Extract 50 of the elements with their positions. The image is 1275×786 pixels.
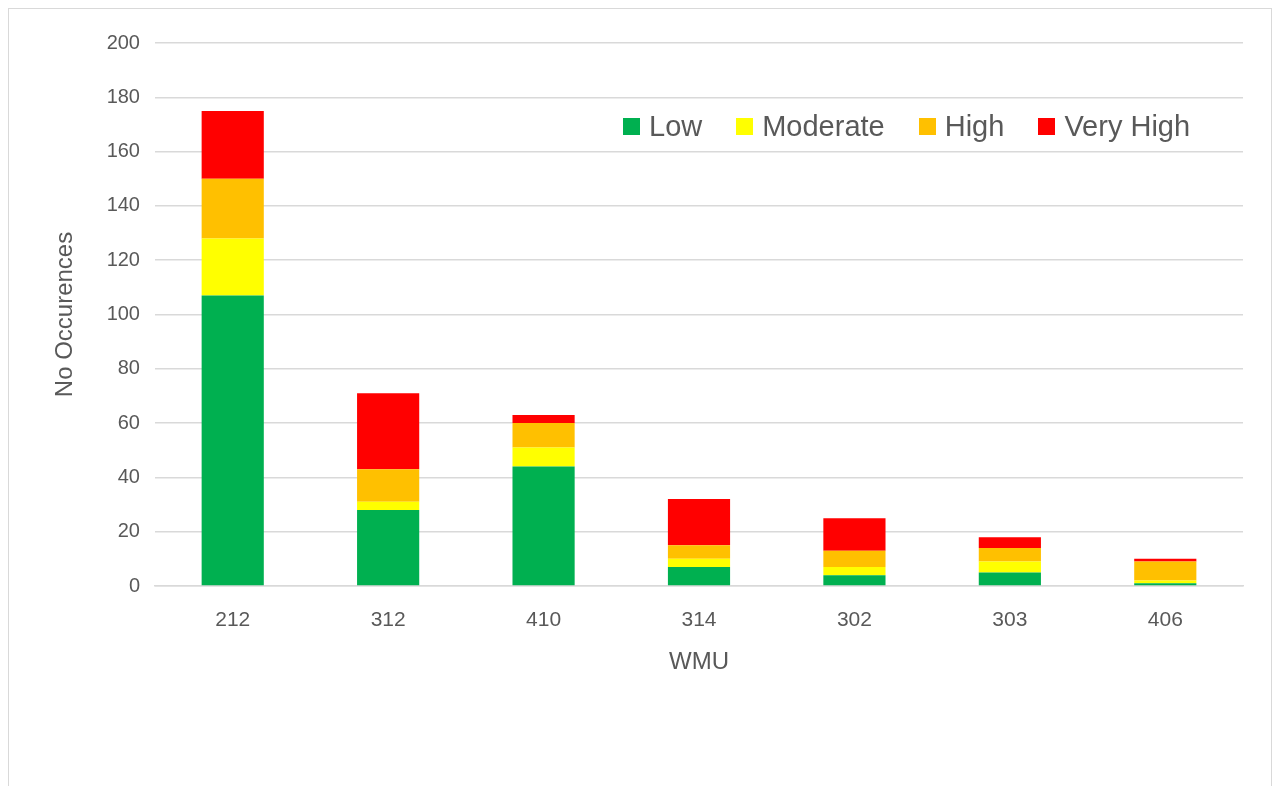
x-tick-label: 302 — [836, 607, 872, 631]
y-tick-label: 160 — [106, 139, 140, 162]
bar — [1134, 561, 1197, 581]
bar — [667, 558, 731, 567]
y-tick-label: 140 — [106, 193, 140, 216]
y-tick-label: 80 — [117, 356, 140, 379]
bar — [823, 575, 886, 586]
bar — [512, 447, 575, 467]
bar — [978, 537, 1041, 548]
y-tick-label: 40 — [117, 464, 140, 487]
bar — [823, 567, 886, 576]
bar — [357, 501, 420, 510]
y-tick-label: 120 — [106, 247, 140, 270]
bar — [512, 423, 575, 448]
x-tick-label: 314 — [681, 607, 717, 631]
bar — [823, 550, 886, 567]
bar — [1134, 558, 1197, 562]
bar — [978, 572, 1041, 586]
y-tick-label: 200 — [106, 30, 140, 53]
x-tick-label: 212 — [215, 607, 251, 631]
legend-label: High — [944, 110, 1005, 143]
bar — [201, 238, 264, 296]
y-axis-title: No Occurences — [50, 231, 78, 398]
bar — [201, 295, 264, 586]
bar — [357, 509, 420, 586]
bar — [512, 466, 575, 586]
bar — [667, 545, 731, 559]
bar — [357, 469, 420, 502]
bar — [357, 393, 420, 470]
y-tick-label: 60 — [117, 410, 140, 433]
y-tick-label: 100 — [106, 302, 140, 325]
bar — [823, 518, 886, 551]
x-axis-title: WMU — [669, 647, 729, 675]
legend-label: Low — [649, 110, 703, 143]
bar — [978, 561, 1041, 573]
x-tick-label: 312 — [370, 607, 406, 631]
y-tick-label: 0 — [128, 573, 140, 596]
x-tick-label: 410 — [526, 607, 562, 631]
bar — [667, 567, 731, 586]
x-tick-label: 406 — [1147, 607, 1183, 631]
bar — [512, 414, 575, 424]
bar — [978, 547, 1041, 562]
x-tick-label: 303 — [992, 607, 1028, 631]
legend-label: Moderate — [762, 110, 885, 143]
y-tick-label: 20 — [117, 519, 140, 542]
bar — [201, 178, 264, 239]
bar — [201, 110, 264, 179]
legend-label: Very High — [1064, 110, 1191, 143]
y-tick-label: 180 — [106, 84, 140, 107]
bar — [667, 499, 731, 546]
